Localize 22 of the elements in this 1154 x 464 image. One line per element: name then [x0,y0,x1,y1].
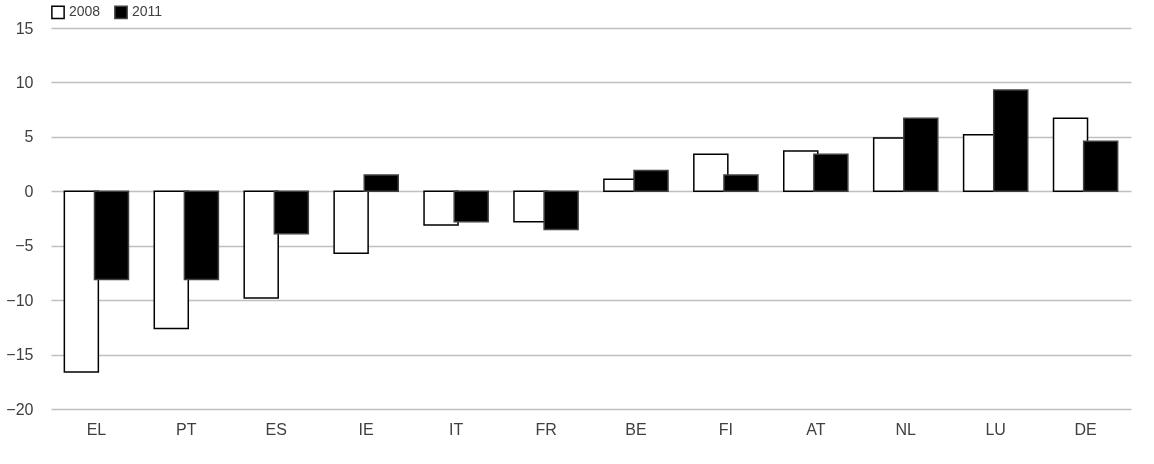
x-tick-label: LU [985,420,1006,438]
x-tick-label: FR [535,420,557,438]
y-tick-label: −20 [6,400,34,418]
x-tick-label: PT [176,420,197,438]
y-tick-label: 0 [24,182,34,200]
x-tick-label: AT [806,420,826,438]
y-tick-label: 15 [15,19,34,37]
x-tick-label: DE [1074,420,1097,438]
x-tick-label: IE [358,420,374,438]
y-tick-label: 5 [24,128,34,146]
y-tick-label: −15 [6,346,34,364]
y-tick-label: 10 [15,73,34,91]
y-tick-label: −5 [15,237,34,255]
x-tick-label: EL [86,420,107,438]
x-tick-label: FI [718,420,733,438]
legend-label: 2008 [69,3,101,20]
legend-label: 2011 [132,3,163,20]
x-tick-label: NL [895,420,917,438]
y-tick-label: −10 [6,291,34,309]
x-tick-label: IT [449,420,464,438]
x-tick-label: ES [265,420,287,438]
x-tick-label: BE [625,420,647,438]
